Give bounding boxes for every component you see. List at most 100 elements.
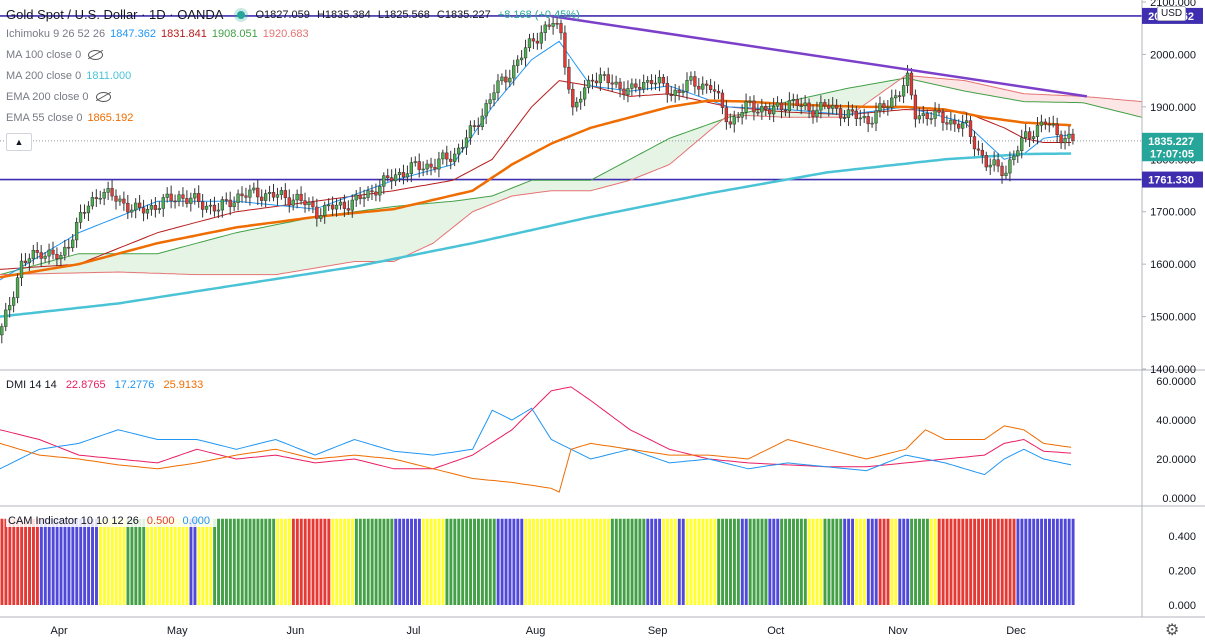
- candle-body: [228, 199, 232, 208]
- indicator-legend-row[interactable]: Ichimoku 9 26 52 26 1847.362 1831.841 1908.…: [6, 28, 309, 40]
- cam-bar: [855, 518, 858, 605]
- cam-tick-label: 0.000: [1168, 600, 1196, 612]
- cam-bar: [583, 518, 587, 605]
- cam-bar: [354, 518, 358, 605]
- candle-body: [697, 85, 701, 90]
- cam-bar: [713, 518, 717, 605]
- candle-body: [90, 197, 95, 207]
- senkou-span-b-line: [0, 74, 1143, 276]
- cloud-segment: [228, 233, 233, 275]
- cloud-segment: [708, 122, 713, 132]
- cloud-segment: [397, 205, 402, 260]
- cam-bar: [311, 518, 315, 605]
- cloud-segment: [1051, 94, 1056, 103]
- cloud-segment: [870, 83, 875, 101]
- cam-bar: [32, 518, 35, 605]
- candle-body: [929, 118, 933, 120]
- cloud-segment: [252, 228, 256, 275]
- cloud-segment: [712, 121, 717, 129]
- horizontal-levels[interactable]: [0, 15, 1142, 181]
- cam-bar: [866, 518, 870, 605]
- cloud-segment: [279, 223, 284, 274]
- cloud-segment: [145, 253, 150, 274]
- cam-tick-label: 0.200: [1168, 566, 1196, 578]
- price-label: 1761.330: [1148, 175, 1194, 187]
- cam-title[interactable]: CAM Indicator 10 10 12 26: [8, 515, 139, 527]
- senkou-span-a-line: [0, 77, 1143, 276]
- indicator-legend-row[interactable]: EMA 55 close 0 1865.192: [6, 112, 133, 124]
- cloud-segment: [311, 216, 316, 269]
- candle-body: [858, 117, 862, 120]
- cam-bar: [83, 518, 87, 605]
- candle-body: [653, 82, 658, 85]
- cloud-segment: [464, 199, 469, 219]
- cloud-segment: [275, 224, 280, 275]
- dmi-title[interactable]: DMI 14 14: [6, 379, 57, 391]
- dmi-tick-label: 0.0000: [1162, 493, 1196, 505]
- cloud-segment: [318, 215, 323, 268]
- time-tick-label: Jun: [286, 625, 304, 637]
- candle-body: [236, 193, 240, 203]
- cam-bar: [622, 518, 626, 605]
- hidden-eye-icon[interactable]: [88, 50, 104, 61]
- currency-label[interactable]: USD: [1157, 6, 1187, 21]
- cloud-segment: [86, 253, 91, 273]
- cam-bar: [327, 518, 331, 605]
- symbol-title[interactable]: Gold Spot / U.S. Dollar · 1D · OANDA: [6, 7, 224, 22]
- cloud-segment: [90, 253, 95, 273]
- dmi-tick-label: 40.0000: [1156, 415, 1196, 427]
- resistance-trend-line[interactable]: [551, 14, 1088, 98]
- candle-body: [378, 185, 382, 196]
- cloud-segment: [645, 148, 650, 174]
- candle-body: [535, 40, 540, 44]
- cam-bar: [1059, 518, 1063, 605]
- cam-bar: [886, 518, 890, 605]
- cam-bar: [189, 518, 193, 605]
- cam-bar: [24, 518, 28, 605]
- cam-bar: [874, 518, 878, 605]
- cam-bar: [984, 518, 988, 605]
- cloud-segment: [1055, 95, 1060, 103]
- indicator-legend-row[interactable]: EMA 200 close 0: [6, 91, 111, 103]
- candle-body: [547, 24, 551, 27]
- candle-body: [744, 101, 748, 113]
- candle-body: [909, 72, 914, 96]
- cloud-segment: [1126, 100, 1131, 115]
- cloud-segment: [409, 204, 414, 255]
- cloud-segment: [590, 178, 595, 191]
- candle-body: [200, 201, 205, 210]
- candle-body: [716, 90, 721, 94]
- cam-bar: [764, 518, 768, 605]
- candle-body: [571, 88, 575, 108]
- cam-bar: [441, 518, 445, 605]
- cam-bar: [224, 518, 228, 605]
- cam-bar: [858, 518, 862, 605]
- hidden-eye-icon[interactable]: [95, 92, 111, 103]
- trend-line[interactable]: [551, 14, 1088, 98]
- cam-value-2: 0.000: [182, 515, 211, 527]
- cam-bar: [520, 518, 524, 605]
- indicator-legend-row[interactable]: MA 200 close 0 1811.000: [6, 70, 131, 82]
- candle-body: [512, 65, 516, 79]
- settings-gear-icon[interactable]: ⚙: [1165, 622, 1180, 639]
- cam-bar: [75, 518, 79, 605]
- cloud-segment: [1015, 92, 1020, 101]
- candle-body: [464, 137, 469, 148]
- cam-legend: CAM Indicator 10 10 12 26 0.500 0.000: [6, 515, 218, 527]
- cam-bar: [807, 518, 811, 605]
- cam-bar: [626, 518, 630, 605]
- collapse-legend-button[interactable]: ▲: [6, 133, 32, 151]
- candle-body: [555, 23, 559, 25]
- cloud-segment: [129, 253, 134, 273]
- candle-body: [319, 215, 323, 219]
- indicator-legend-row[interactable]: MA 100 close 0: [6, 49, 104, 61]
- cloud-segment: [945, 78, 950, 88]
- cam-bar: [102, 518, 106, 605]
- cloud-segment: [165, 250, 170, 274]
- cam-bar: [933, 518, 937, 605]
- cam-bar: [228, 518, 232, 605]
- candle-body: [988, 164, 992, 168]
- candle-body: [972, 136, 977, 150]
- cam-bar: [488, 518, 492, 605]
